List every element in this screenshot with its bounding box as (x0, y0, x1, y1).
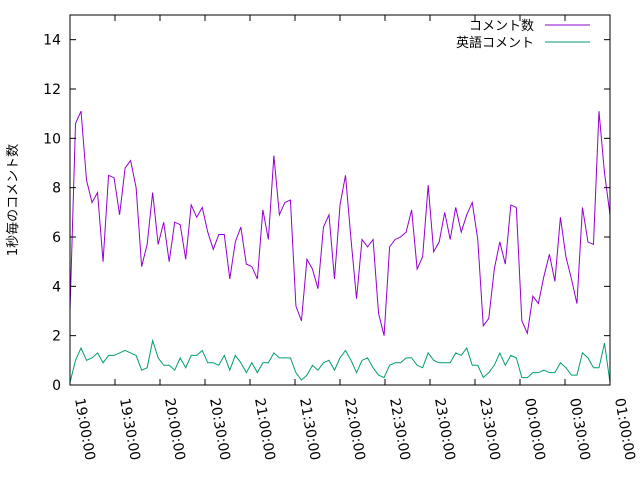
legend-label-1: コメント数 (469, 19, 534, 34)
x-tick-label: 01:00:00 (611, 397, 638, 462)
y-tick-label: 14 (43, 33, 61, 49)
y-tick-label: 8 (52, 181, 61, 197)
x-tick-label: 00:30:00 (566, 397, 593, 462)
plot-frame (69, 14, 611, 386)
plot-layer (69, 110, 611, 383)
x-tick-label: 19:30:00 (116, 397, 143, 462)
y-axis-label: 1秒毎のコメント数 (5, 144, 21, 256)
x-tick-label: 23:00:00 (431, 397, 458, 462)
y-tick-label: 12 (43, 82, 61, 98)
y-tick-label: 4 (52, 279, 61, 295)
axis-layer: 0 2 4 6 8 10 12 14 19:00:00 19:30:00 20:00:00 20:30… (43, 15, 638, 462)
x-tick-label: 19:00:00 (71, 397, 98, 462)
y-tick-label: 2 (52, 329, 61, 345)
series-line-1 (69, 110, 611, 336)
x-tick-label: 20:30:00 (206, 397, 233, 462)
x-tick-label: 21:00:00 (251, 397, 278, 462)
x-tick-label: 00:00:00 (521, 397, 548, 462)
x-tick-label: 22:00:00 (341, 397, 368, 462)
y-tick-label: 6 (52, 230, 61, 246)
y-tick-label: 0 (52, 378, 61, 394)
series-line-2 (69, 338, 611, 383)
x-tick-label: 20:00:00 (161, 397, 188, 462)
x-tick-label: 22:30:00 (386, 397, 413, 462)
y-tick-label: 10 (43, 131, 61, 147)
x-tick-label: 23:30:00 (476, 397, 503, 462)
x-tick-label: 21:30:00 (296, 397, 323, 462)
legend-label-2: 英語コメント (456, 35, 534, 51)
